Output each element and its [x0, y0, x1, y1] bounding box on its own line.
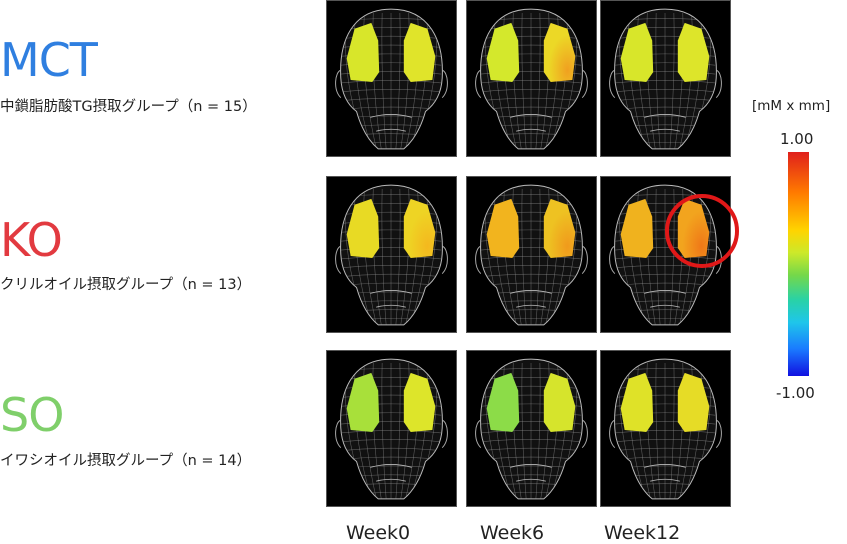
brain-map-mct-week12 [600, 0, 731, 157]
group-desc-so: イワシオイル摂取グループ（n = 14） [0, 453, 252, 469]
brain-map-mct-week0 [326, 0, 457, 157]
group-title-ko: KO [0, 213, 63, 267]
highlight-circle [665, 194, 739, 268]
colorbar-unit: [mM x mm] [752, 98, 831, 114]
group-desc-ko: クリルオイル摂取グループ（n = 13） [0, 277, 252, 293]
group-title-so: SO [0, 388, 64, 442]
colorbar-min-label: -1.00 [776, 384, 815, 402]
group-desc-mct: 中鎖脂肪酸TG摂取グループ（n = 15） [0, 99, 257, 115]
colorbar [788, 152, 809, 376]
brain-map-ko-week0 [326, 176, 457, 333]
brain-map-so-week6 [466, 350, 597, 507]
brain-map-so-week0 [326, 350, 457, 507]
week-label-12: Week12 [604, 522, 681, 544]
group-title-mct: MCT [0, 33, 98, 87]
week-label-6: Week6 [480, 522, 545, 544]
colorbar-max-label: 1.00 [780, 130, 814, 148]
brain-map-ko-week12 [600, 176, 731, 333]
brain-map-ko-week6 [466, 176, 597, 333]
brain-map-so-week12 [600, 350, 731, 507]
brain-map-mct-week6 [466, 0, 597, 157]
week-label-0: Week0 [346, 522, 411, 544]
